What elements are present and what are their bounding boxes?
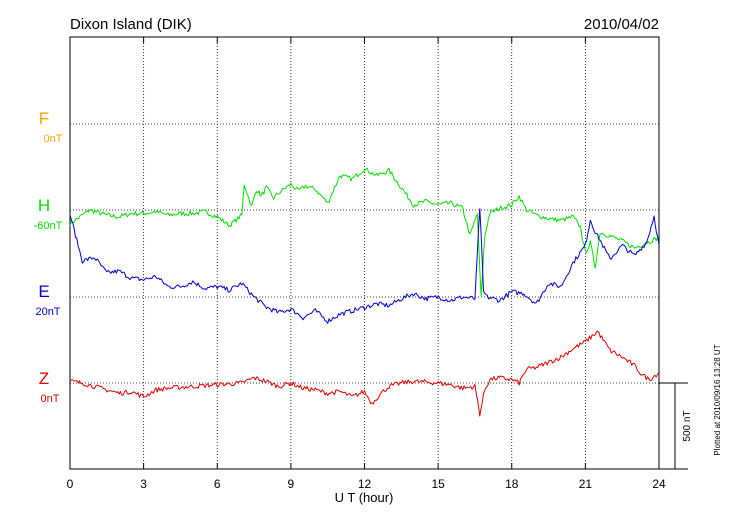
- series-line-h: [69, 167, 660, 297]
- plotted-at-note: Plotted at 2010/09/16 13:28 UT: [713, 344, 722, 455]
- x-tick-label-3: 3: [140, 477, 147, 491]
- series-layer: [69, 167, 660, 417]
- chart-date: 2010/04/02: [584, 16, 659, 33]
- x-axis-label: U T (hour): [335, 490, 394, 505]
- series-baseline-f: 0nT: [44, 133, 63, 145]
- series-baseline-e: 20nT: [35, 306, 60, 318]
- x-tick-label-0: 0: [67, 477, 74, 491]
- series-baseline-z: 0nT: [41, 393, 60, 405]
- series-line-e: [69, 208, 660, 324]
- x-tick-label-18: 18: [505, 477, 519, 491]
- x-tick-label-6: 6: [214, 477, 221, 491]
- grid-lines: [70, 37, 659, 469]
- scale-bar: [659, 382, 688, 470]
- scale-bar-label: 500 nT: [682, 410, 693, 441]
- x-axis-ticks: 0 3 6 9 12 15 18 21 24: [67, 37, 666, 491]
- series-label-f: F: [39, 109, 49, 128]
- x-tick-label-24: 24: [652, 477, 666, 491]
- series-baseline-h: -60nT: [34, 220, 63, 232]
- x-tick-label-12: 12: [358, 477, 372, 491]
- series-label-e: E: [38, 282, 49, 301]
- chart-title: Dixon Island (DIK): [70, 16, 192, 33]
- series-label-h: H: [38, 196, 50, 215]
- series-line-z: [69, 330, 660, 417]
- x-tick-label-21: 21: [579, 477, 593, 491]
- x-tick-label-9: 9: [288, 477, 295, 491]
- series-label-z: Z: [39, 369, 49, 388]
- x-tick-label-15: 15: [431, 477, 445, 491]
